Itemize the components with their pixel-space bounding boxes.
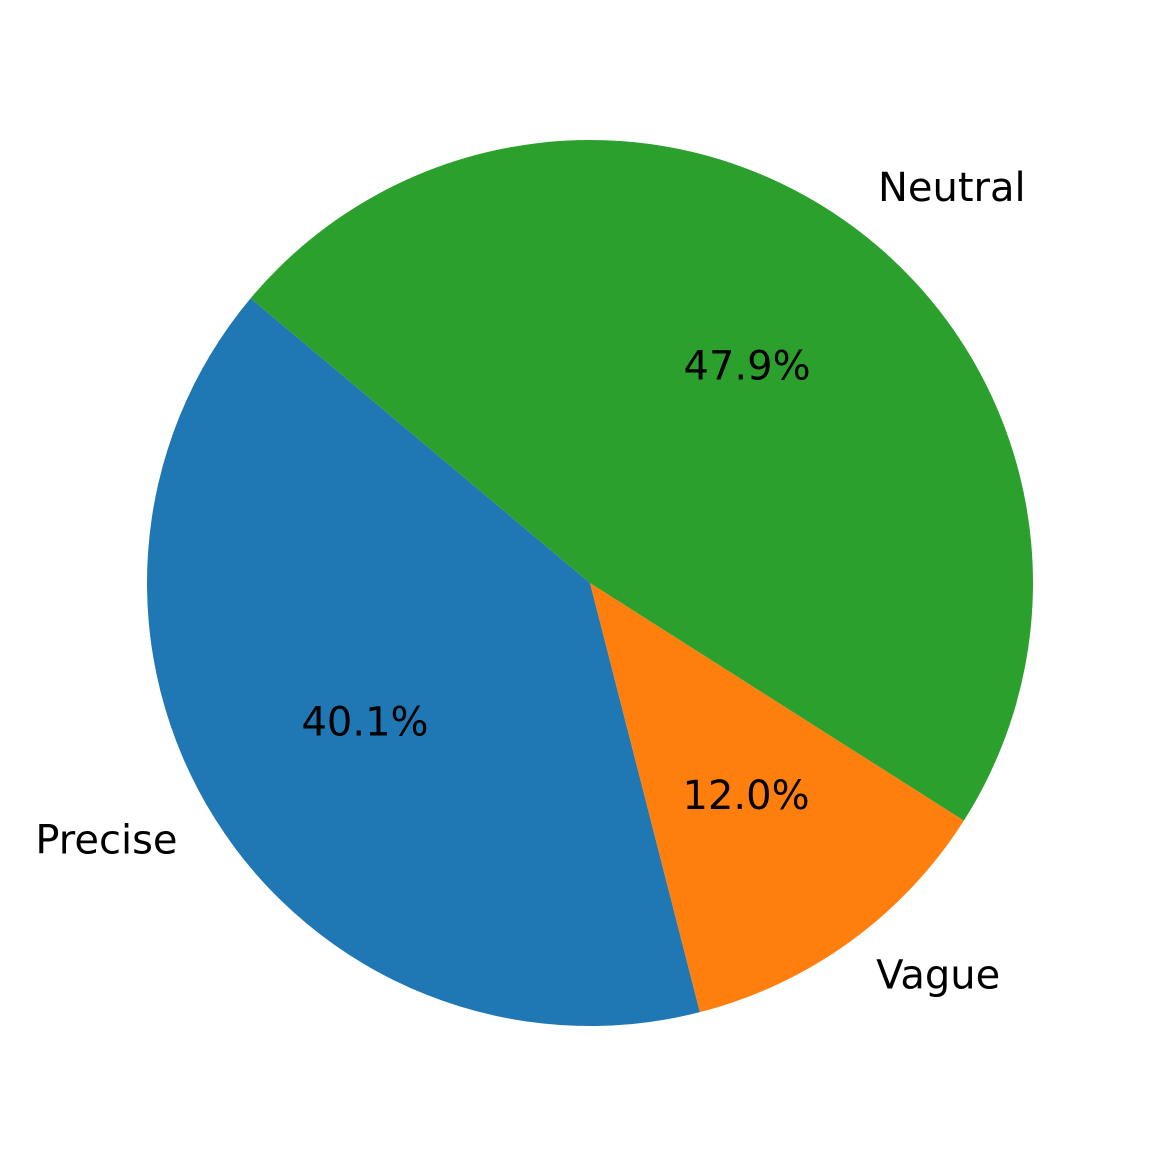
category-label-neutral: Neutral: [878, 165, 1026, 211]
pie-slice-precise: [147, 298, 700, 1026]
percent-label-vague: 12.0%: [683, 773, 810, 819]
category-label-vague: Vague: [876, 952, 1000, 998]
pie-slice-neutral: [250, 139, 1034, 821]
pie-labels: Precise 40.1% Vague 12.0% Neutral 47.9%: [35, 165, 1025, 999]
pie-slices: [147, 139, 1034, 1026]
percent-label-precise: 40.1%: [301, 700, 428, 746]
category-label-precise: Precise: [35, 818, 177, 864]
pie-slice-vague: [590, 583, 964, 1013]
percent-label-neutral: 47.9%: [684, 344, 811, 390]
